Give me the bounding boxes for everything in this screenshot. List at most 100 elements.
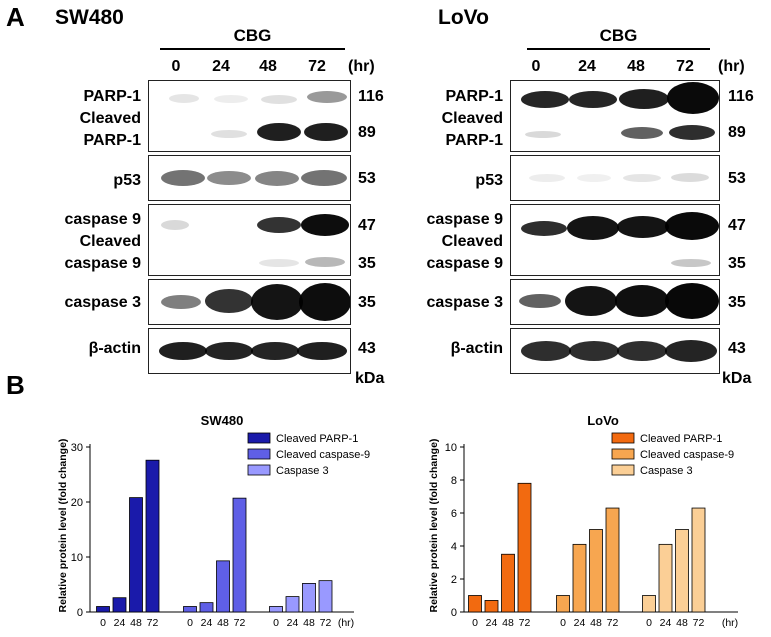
sw480-casp9-label: caspase 9 Cleaved caspase 9: [64, 211, 141, 272]
lovo-cbg-line: [527, 48, 710, 50]
lovo-casp9-label: caspase 9 Cleaved caspase 9: [426, 211, 503, 272]
sw480-timepoint: 24: [212, 58, 230, 75]
lovo-kda-marker: 35: [728, 255, 746, 272]
sw480-timepoint: 48: [259, 58, 277, 75]
lovo-p53-blot: [510, 155, 720, 201]
lovo-timepoint: 0: [531, 58, 541, 75]
bar: [269, 606, 283, 613]
sw480-timepoint: 0: [171, 58, 181, 75]
legend-swatch: [247, 448, 271, 460]
lovo-parp-label: PARP-1 Cleaved PARP-1: [441, 88, 503, 149]
lovo-p53-label: p53: [475, 172, 503, 189]
x-tick-label: 0: [560, 617, 566, 629]
bar: [285, 596, 300, 613]
bar: [605, 507, 620, 613]
x-tick-label: 24: [486, 617, 498, 629]
bar: [484, 600, 499, 613]
y-tick-label: 30: [71, 442, 83, 454]
lovo-kda-unit: kDa: [722, 370, 752, 387]
x-tick-label: 24: [574, 617, 586, 629]
x-tick-label: 48: [217, 617, 229, 629]
sw480-parp-blot: [148, 80, 351, 152]
lovo-timepoint: 72: [676, 58, 694, 75]
sw480-parp-label: PARP-1 Cleaved PARP-1: [79, 88, 141, 149]
x-tick-label: 24: [660, 617, 672, 629]
sw480-p53-blot: [148, 155, 351, 201]
x-tick-label: 48: [676, 617, 688, 629]
sw480-kda-marker: 35: [358, 255, 376, 272]
lovo-kda-marker: 43: [728, 340, 746, 357]
lovo-kda-marker: 116: [728, 88, 754, 105]
legend-label: Cleaved caspase-9: [640, 449, 734, 461]
lovo-title: LoVo: [438, 6, 489, 29]
sw480-kda-marker: 47: [358, 217, 376, 234]
bar: [556, 595, 570, 613]
lovo-cbg-label: CBG: [599, 26, 638, 45]
lovo-bar-chart: LoVo Relative protein level (fold change)…: [428, 413, 738, 629]
x-tick-label: 0: [100, 617, 106, 629]
bar: [112, 597, 127, 613]
sw480-kda-unit: kDa: [355, 370, 385, 387]
lovo-timepoint: 24: [578, 58, 596, 75]
lovo-actin-label: β-actin: [450, 340, 503, 357]
x-tick-label: 72: [693, 617, 705, 629]
bar: [691, 507, 706, 613]
bar: [129, 497, 143, 613]
panel-a-letter: A: [6, 2, 25, 32]
lovo-casp9-blot: [510, 204, 720, 276]
bar: [517, 482, 532, 613]
y-tick-label: 0: [77, 607, 83, 619]
sw480-timepoint: 72: [308, 58, 326, 75]
x-tick-label: 72: [147, 617, 159, 629]
bar: [183, 606, 197, 613]
sw480-cbg-label: CBG: [233, 26, 272, 45]
legend-label: Cleaved PARP-1: [276, 433, 358, 445]
x-tick-label: 0: [187, 617, 193, 629]
lovo-kda-marker: 53: [728, 170, 746, 187]
x-tick-label: 24: [201, 617, 213, 629]
y-axis-label: Relative protein level (fold change): [57, 439, 69, 613]
x-tick-label: 48: [130, 617, 142, 629]
legend-swatch: [611, 432, 635, 444]
x-tick-label: 72: [234, 617, 246, 629]
legend-swatch: [247, 432, 271, 444]
sw480-bar-chart: SW480 Relative protein level (fold change…: [57, 413, 370, 629]
bar: [145, 459, 160, 613]
sw480-title: SW480: [55, 6, 124, 29]
bar: [572, 543, 587, 613]
sw480-kda-marker: 35: [358, 294, 376, 311]
x-tick-label: 24: [114, 617, 126, 629]
sw480-time-unit: (hr): [348, 58, 375, 75]
bar: [96, 606, 110, 613]
lovo-casp3-label: caspase 3: [426, 294, 503, 311]
sw480-actin-blot: [148, 328, 351, 374]
sw480-p53-label: p53: [113, 172, 141, 189]
sw480-casp3-label: caspase 3: [64, 294, 141, 311]
legend-label: Cleaved caspase-9: [276, 449, 370, 461]
bar: [675, 529, 689, 613]
y-tick-label: 2: [451, 574, 457, 586]
lovo-time-unit: (hr): [718, 58, 745, 75]
lovo-kda-marker: 89: [728, 124, 746, 141]
x-tick-label: 48: [590, 617, 602, 629]
y-tick-label: 6: [451, 508, 457, 520]
lovo-kda-marker: 35: [728, 294, 746, 311]
sw480-kda-marker: 43: [358, 340, 376, 357]
x-tick-label: 72: [607, 617, 619, 629]
sw480-kda-marker: 89: [358, 124, 376, 141]
x-tick-label: 48: [303, 617, 315, 629]
y-tick-label: 0: [451, 607, 457, 619]
bar: [658, 543, 673, 613]
sw480-cbg-line: [160, 48, 345, 50]
x-tick-label: 72: [320, 617, 332, 629]
bar: [318, 580, 333, 613]
x-tick-label: 0: [646, 617, 652, 629]
x-axis-unit: (hr): [722, 617, 738, 629]
sw480-casp9-blot: [148, 204, 351, 276]
y-tick-label: 4: [451, 541, 457, 553]
y-tick-label: 20: [71, 497, 83, 509]
legend-swatch: [611, 448, 635, 460]
legend-swatch: [247, 464, 271, 476]
legend-label: Cleaved PARP-1: [640, 433, 722, 445]
